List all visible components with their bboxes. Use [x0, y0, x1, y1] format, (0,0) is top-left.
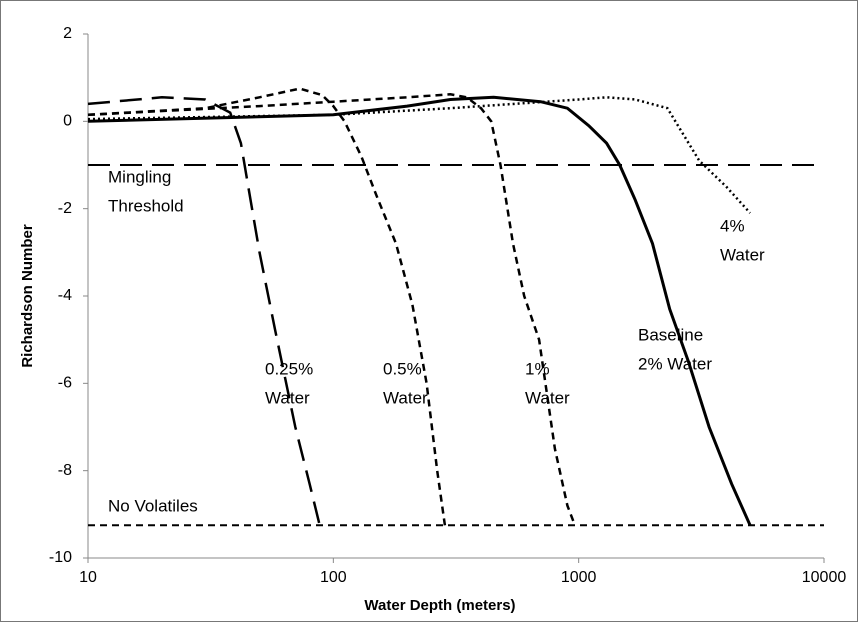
x-axis-title: Water Depth (meters) [364, 597, 515, 614]
y-tick-label: 2 [63, 25, 72, 42]
y-tick-label: -10 [49, 549, 72, 566]
y-tick-label: -2 [58, 200, 72, 217]
series-line [87, 96, 321, 526]
y-tick-label: 0 [63, 113, 72, 130]
annotation: 0.5% [383, 359, 422, 378]
y-tick-label: -4 [58, 287, 72, 304]
annotation: Water [265, 388, 310, 407]
annotation: 1% [525, 359, 550, 378]
y-tick-label: -8 [58, 462, 72, 479]
annotation: 0.25% [265, 359, 313, 378]
annotation: Baseline [638, 325, 703, 344]
annotation: Water [525, 388, 570, 407]
y-tick-label: -6 [58, 375, 72, 392]
series-line [87, 87, 447, 526]
x-tick-label: 100 [320, 569, 347, 586]
annotation: No Volatiles [108, 496, 198, 515]
annotation: Mingling [108, 167, 171, 186]
x-tick-label: 1000 [561, 569, 597, 586]
series-line [87, 96, 752, 214]
y-axis-title: Richardson Number [19, 224, 36, 368]
series-line [87, 93, 577, 526]
x-tick-label: 10 [79, 569, 97, 586]
annotation: Water [383, 388, 428, 407]
series-line [87, 95, 752, 526]
annotation: Threshold [108, 196, 184, 215]
annotation: Water [720, 245, 765, 264]
annotation: 4% [720, 216, 745, 235]
x-tick-label: 10000 [802, 569, 847, 586]
annotation: 2% Water [638, 354, 712, 373]
